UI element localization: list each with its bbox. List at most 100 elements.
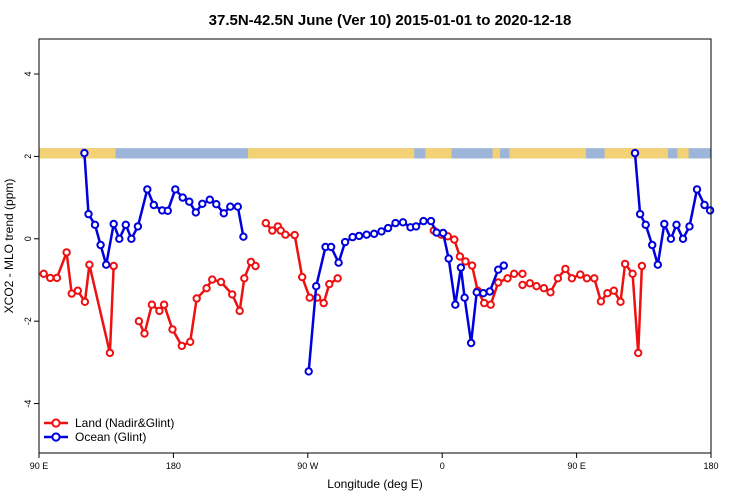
data-point (637, 261, 647, 271)
plot-frame (38, 38, 712, 454)
data-point (102, 260, 111, 269)
data-point (648, 240, 657, 250)
data-point (208, 275, 217, 284)
data-point (653, 260, 662, 269)
data-point (191, 208, 201, 217)
data-point (525, 279, 535, 288)
data-point (609, 286, 619, 295)
data-point (432, 228, 441, 237)
data-point (641, 220, 650, 230)
data-point (460, 293, 469, 302)
land-band (248, 148, 415, 159)
data-point (479, 289, 488, 298)
data-point (456, 263, 466, 272)
data-point (219, 209, 229, 218)
data-point (177, 341, 187, 351)
data-point (121, 220, 131, 230)
data-point (383, 223, 393, 233)
data-point (290, 230, 299, 240)
y-tick-label: -4 (23, 400, 33, 408)
data-point (486, 300, 495, 309)
land-ocean-strip (39, 148, 711, 159)
series-line (137, 260, 257, 348)
data-point (692, 185, 702, 194)
data-point (705, 206, 715, 215)
data-point (228, 290, 237, 299)
data-point (660, 219, 669, 229)
data-point (546, 288, 555, 297)
data-point (582, 274, 592, 283)
data-point (461, 257, 470, 266)
data-point (115, 234, 124, 244)
data-point (499, 261, 508, 270)
data-point (634, 348, 643, 358)
series-layer (39, 148, 715, 376)
data-point (80, 297, 90, 306)
data-point (96, 240, 105, 250)
legend-label: Land (Nadir&Glint) (75, 416, 174, 430)
data-point (700, 200, 709, 210)
data-point (134, 317, 144, 326)
series-line (633, 152, 711, 266)
data-point (163, 206, 173, 216)
x-tick-label: 90 E (30, 461, 49, 471)
land-band (425, 148, 452, 159)
data-point (398, 218, 408, 227)
data-point (186, 337, 195, 346)
data-point (84, 209, 93, 219)
data-point (185, 197, 194, 206)
data-point (451, 300, 460, 309)
data-point (159, 300, 169, 309)
data-point (666, 234, 676, 244)
data-point (202, 284, 211, 293)
data-point (168, 325, 177, 334)
data-point (678, 234, 688, 244)
y-tick-label: -2 (23, 317, 33, 325)
data-point (518, 280, 527, 290)
data-point (553, 274, 563, 283)
data-point (62, 248, 71, 257)
data-point (46, 273, 55, 283)
data-point (362, 230, 371, 239)
data-point (105, 348, 115, 358)
data-point (143, 185, 152, 194)
data-point (518, 269, 527, 278)
legend-swatch-marker (51, 432, 61, 442)
series-land (39, 218, 647, 358)
data-point (140, 329, 149, 338)
data-point (205, 195, 215, 204)
data-point (334, 258, 343, 267)
data-point (90, 220, 100, 230)
data-point (251, 261, 260, 271)
data-point (340, 237, 350, 247)
data-point (628, 269, 637, 278)
data-point (192, 294, 201, 303)
legend-entry: Ocean (Glint) (44, 430, 146, 444)
data-point (305, 293, 314, 302)
data-point (52, 273, 62, 283)
data-point (620, 259, 630, 269)
data-point (261, 218, 270, 228)
data-point (616, 297, 625, 306)
x-tick-label: 180 (703, 461, 718, 471)
data-point (685, 222, 694, 231)
legend-entry: Land (Nadir&Glint) (44, 416, 174, 430)
x-tick-label: 90 W (297, 461, 319, 471)
data-point (596, 297, 606, 306)
data-point (480, 298, 489, 308)
data-point (466, 338, 476, 348)
data-point (239, 232, 248, 241)
data-point (240, 274, 249, 283)
data-point (268, 226, 277, 235)
legend-swatch-marker (51, 418, 61, 428)
data-point (235, 306, 244, 316)
data-point (503, 274, 512, 283)
y-tick-label: 0 (23, 236, 33, 241)
y-axis-ticks: 4 2 0 -2 -4 (23, 72, 39, 408)
data-point (109, 261, 118, 271)
y-tick-label: 2 (23, 154, 33, 159)
data-point (178, 193, 187, 202)
data-point (85, 260, 94, 269)
data-point (494, 265, 503, 274)
data-point (133, 222, 143, 231)
